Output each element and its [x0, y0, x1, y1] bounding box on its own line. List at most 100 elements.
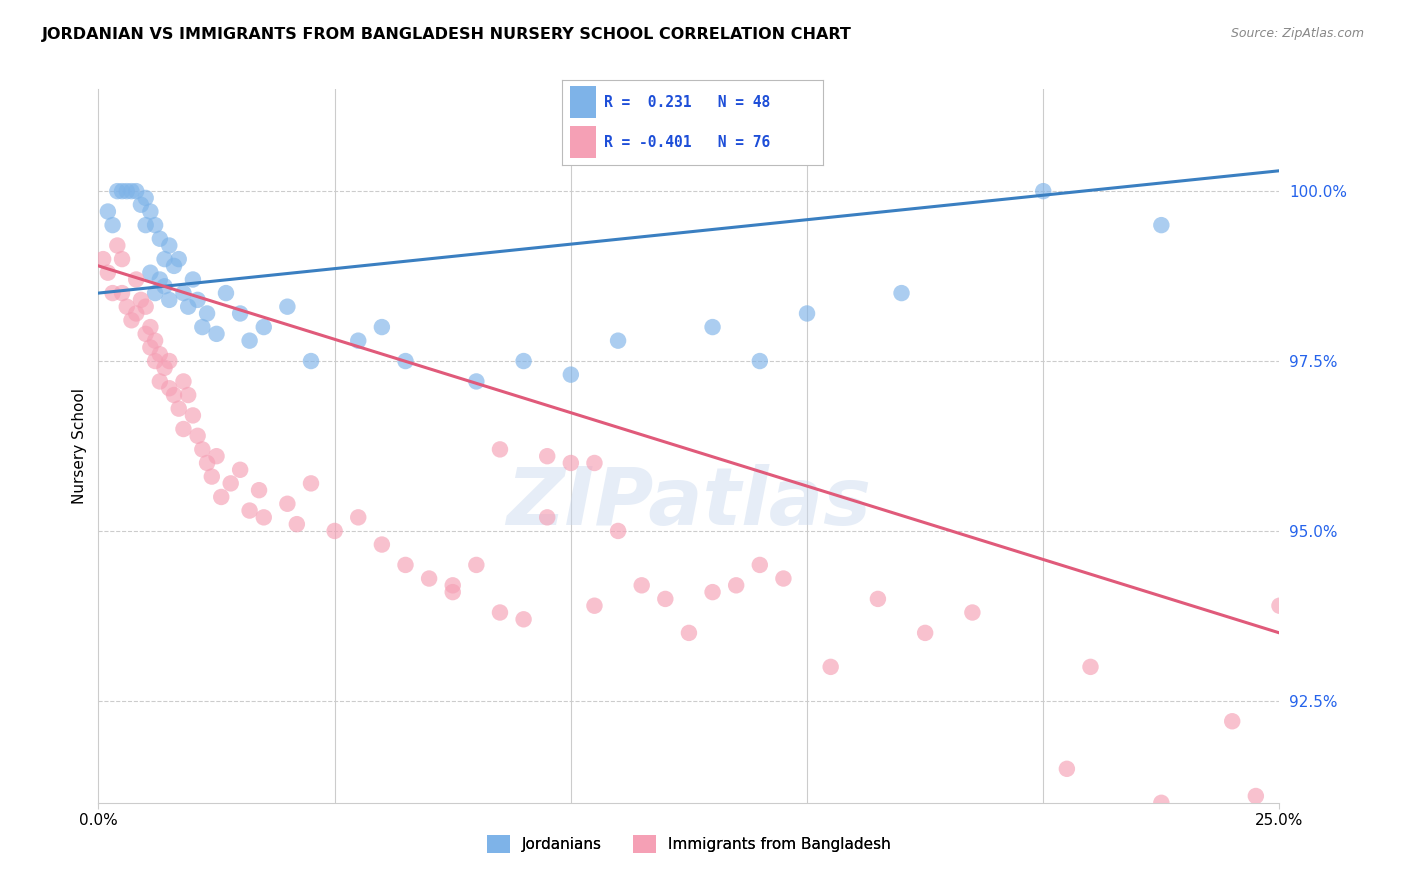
Immigrants from Bangladesh: [654, 591, 676, 606]
Immigrants from Bangladesh: [125, 272, 148, 286]
Immigrants from Bangladesh: [172, 422, 194, 436]
Text: JORDANIAN VS IMMIGRANTS FROM BANGLADESH NURSERY SCHOOL CORRELATION CHART: JORDANIAN VS IMMIGRANTS FROM BANGLADESH …: [42, 27, 852, 42]
Jordanians: [172, 286, 194, 301]
Immigrants from Bangladesh: [121, 313, 143, 327]
Legend: Jordanians, Immigrants from Bangladesh: Jordanians, Immigrants from Bangladesh: [481, 829, 897, 859]
Immigrants from Bangladesh: [167, 401, 190, 416]
Immigrants from Bangladesh: [247, 483, 270, 498]
Immigrants from Bangladesh: [536, 449, 558, 463]
Jordanians: [796, 306, 818, 320]
Immigrants from Bangladesh: [195, 456, 218, 470]
Immigrants from Bangladesh: [135, 300, 157, 314]
Immigrants from Bangladesh: [101, 286, 124, 301]
Immigrants from Bangladesh: [347, 510, 370, 524]
Jordanians: [229, 306, 252, 320]
Jordanians: [215, 286, 238, 301]
Immigrants from Bangladesh: [748, 558, 770, 572]
Jordanians: [139, 266, 162, 280]
Jordanians: [139, 204, 162, 219]
Immigrants from Bangladesh: [1080, 660, 1102, 674]
Immigrants from Bangladesh: [229, 463, 252, 477]
Jordanians: [115, 184, 138, 198]
Immigrants from Bangladesh: [139, 320, 162, 334]
Immigrants from Bangladesh: [115, 300, 138, 314]
Immigrants from Bangladesh: [149, 347, 172, 361]
Jordanians: [157, 238, 180, 252]
Jordanians: [187, 293, 209, 307]
Immigrants from Bangladesh: [97, 266, 120, 280]
Jordanians: [347, 334, 370, 348]
Immigrants from Bangladesh: [143, 334, 166, 348]
Jordanians: [394, 354, 416, 368]
Immigrants from Bangladesh: [418, 572, 440, 586]
Jordanians: [143, 286, 166, 301]
Jordanians: [512, 354, 534, 368]
Jordanians: [276, 300, 298, 314]
Immigrants from Bangladesh: [149, 375, 172, 389]
Jordanians: [748, 354, 770, 368]
Immigrants from Bangladesh: [702, 585, 724, 599]
Immigrants from Bangladesh: [1220, 714, 1243, 729]
Jordanians: [1150, 218, 1173, 232]
Immigrants from Bangladesh: [512, 612, 534, 626]
Immigrants from Bangladesh: [678, 626, 700, 640]
Text: R =  0.231   N = 48: R = 0.231 N = 48: [605, 95, 770, 110]
Immigrants from Bangladesh: [607, 524, 630, 538]
Immigrants from Bangladesh: [125, 306, 148, 320]
Immigrants from Bangladesh: [187, 429, 209, 443]
Y-axis label: Nursery School: Nursery School: [72, 388, 87, 504]
Jordanians: [153, 252, 176, 266]
Jordanians: [97, 204, 120, 219]
Immigrants from Bangladesh: [163, 388, 186, 402]
Immigrants from Bangladesh: [111, 252, 134, 266]
Jordanians: [157, 293, 180, 307]
Jordanians: [149, 232, 172, 246]
Immigrants from Bangladesh: [1244, 789, 1267, 803]
Text: Source: ZipAtlas.com: Source: ZipAtlas.com: [1230, 27, 1364, 40]
Jordanians: [177, 300, 200, 314]
Immigrants from Bangladesh: [323, 524, 346, 538]
Immigrants from Bangladesh: [111, 286, 134, 301]
Jordanians: [560, 368, 582, 382]
Jordanians: [143, 218, 166, 232]
Immigrants from Bangladesh: [209, 490, 232, 504]
Immigrants from Bangladesh: [253, 510, 276, 524]
Immigrants from Bangladesh: [139, 341, 162, 355]
Jordanians: [105, 184, 128, 198]
Immigrants from Bangladesh: [157, 381, 180, 395]
Immigrants from Bangladesh: [583, 599, 606, 613]
Immigrants from Bangladesh: [1056, 762, 1078, 776]
Immigrants from Bangladesh: [172, 375, 194, 389]
Immigrants from Bangladesh: [205, 449, 228, 463]
Jordanians: [371, 320, 394, 334]
Jordanians: [101, 218, 124, 232]
Immigrants from Bangladesh: [962, 606, 984, 620]
Jordanians: [702, 320, 724, 334]
Jordanians: [465, 375, 488, 389]
Text: ZIPatlas: ZIPatlas: [506, 464, 872, 542]
Immigrants from Bangladesh: [177, 388, 200, 402]
Immigrants from Bangladesh: [219, 476, 242, 491]
Immigrants from Bangladesh: [299, 476, 322, 491]
Immigrants from Bangladesh: [153, 360, 176, 375]
Immigrants from Bangladesh: [441, 585, 464, 599]
Jordanians: [167, 252, 190, 266]
Immigrants from Bangladesh: [285, 517, 308, 532]
Immigrants from Bangladesh: [181, 409, 204, 423]
Jordanians: [181, 272, 204, 286]
Immigrants from Bangladesh: [201, 469, 224, 483]
Immigrants from Bangladesh: [914, 626, 936, 640]
Jordanians: [121, 184, 143, 198]
Jordanians: [163, 259, 186, 273]
Jordanians: [239, 334, 262, 348]
Immigrants from Bangladesh: [157, 354, 180, 368]
Immigrants from Bangladesh: [135, 326, 157, 341]
Jordanians: [135, 218, 157, 232]
Immigrants from Bangladesh: [1268, 599, 1291, 613]
Jordanians: [299, 354, 322, 368]
Jordanians: [135, 191, 157, 205]
Immigrants from Bangladesh: [441, 578, 464, 592]
Immigrants from Bangladesh: [630, 578, 652, 592]
Jordanians: [205, 326, 228, 341]
Immigrants from Bangladesh: [560, 456, 582, 470]
